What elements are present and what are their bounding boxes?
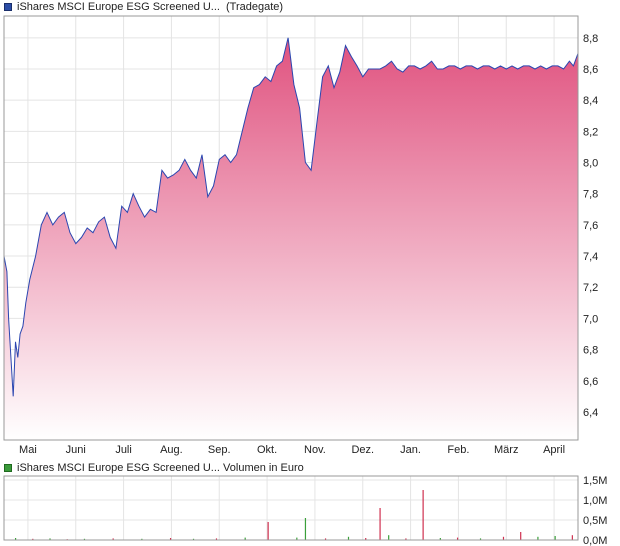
price-y-tick: 7,6 [583, 220, 598, 232]
price-x-tick: Mai [19, 444, 37, 456]
price-area [4, 37, 578, 441]
volume-bar [14, 538, 17, 540]
volume-bar [405, 538, 407, 540]
volume-y-tick: 1,0M [583, 495, 607, 507]
price-y-tick: 7,0 [583, 313, 598, 325]
volume-bar [141, 538, 143, 540]
volume-bar [554, 536, 556, 540]
volume-y-tick: 1,5M [583, 475, 607, 487]
volume-grid [4, 476, 578, 541]
price-y-tick: 7,8 [583, 189, 598, 201]
price-y-tick: 8,2 [583, 126, 598, 138]
volume-bar [83, 538, 86, 540]
price-x-tick: Juni [66, 444, 86, 456]
price-x-tick: Dez. [351, 444, 374, 456]
volume-bar [520, 532, 522, 540]
volume-y-axis: 1,5M 1,0M 0,5M 0,0M [583, 475, 607, 546]
volume-bar [571, 535, 573, 540]
price-y-tick: 8,0 [583, 158, 598, 170]
volume-bar [347, 536, 350, 540]
volume-bar [502, 536, 505, 540]
price-legend: iShares MSCI Europe ESG Screened U... (T… [4, 0, 283, 14]
price-x-tick: Sep. [208, 444, 231, 456]
volume-bar [267, 522, 269, 540]
price-x-tick: Nov. [304, 444, 326, 456]
volume-bar [479, 538, 482, 540]
price-legend-swatch [4, 3, 12, 11]
volume-bar [388, 535, 390, 540]
volume-legend-label: iShares MSCI Europe ESG Screened U... Vo… [17, 462, 304, 474]
volume-bar [365, 538, 367, 540]
volume-bar [379, 508, 381, 540]
volume-bar [169, 538, 172, 540]
volume-bar [192, 538, 195, 540]
volume-bar [422, 490, 424, 540]
price-y-tick: 6,4 [583, 407, 598, 419]
volume-y-tick: 0,0M [583, 535, 607, 546]
price-x-axis: Mai Juni Juli Aug. Sep. Okt. Nov. Dez. Jan. Feb. M… [19, 444, 565, 456]
volume-bar [49, 538, 51, 540]
price-plot-frame [3, 15, 579, 441]
price-x-tick: Okt. [257, 444, 277, 456]
volume-bars [14, 490, 573, 541]
volume-bar [244, 537, 246, 540]
volume-bar [32, 538, 34, 540]
price-y-tick: 8,4 [583, 95, 598, 107]
price-y-tick: 8,6 [583, 64, 598, 76]
price-x-tick: März [494, 444, 518, 456]
volume-bar [215, 538, 218, 540]
volume-bar [456, 537, 459, 540]
price-x-tick: Jan. [400, 444, 421, 456]
price-x-tick: Juli [115, 444, 132, 456]
price-x-tick: Feb. [447, 444, 469, 456]
price-x-tick: April [543, 444, 565, 456]
volume-bar [439, 538, 441, 540]
price-line [3, 37, 579, 397]
volume-bar [324, 538, 327, 540]
volume-bar [537, 536, 539, 540]
price-y-tick: 8,8 [583, 33, 598, 45]
volume-plot-frame [3, 475, 579, 541]
price-legend-source: (Tradegate) [225, 1, 284, 13]
price-y-tick: 6,8 [583, 345, 598, 357]
price-x-tick: Aug. [160, 444, 183, 456]
price-y-axis: 6,4 6,6 6,8 7,0 7,2 7,4 7,6 7,8 8,0 8,2 8,4 8,6 8,8 [583, 33, 598, 419]
volume-legend-swatch [4, 464, 12, 472]
price-legend-label: iShares MSCI Europe ESG Screened U... [17, 1, 220, 13]
volume-y-tick: 0,5M [583, 515, 607, 527]
volume-legend: iShares MSCI Europe ESG Screened U... Vo… [4, 461, 304, 475]
volume-bar [112, 538, 114, 540]
volume-bar [304, 518, 307, 540]
volume-bar [296, 537, 298, 540]
price-y-tick: 6,6 [583, 376, 598, 388]
price-y-tick: 7,4 [583, 251, 598, 263]
price-y-tick: 7,2 [583, 282, 598, 294]
